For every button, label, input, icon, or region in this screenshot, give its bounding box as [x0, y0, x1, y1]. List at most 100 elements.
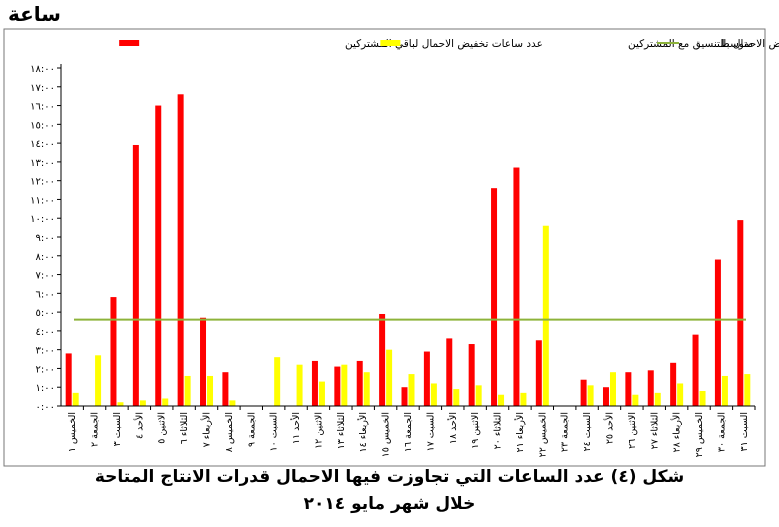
- x-tick-label: الثلاثاء ٢٧: [649, 412, 660, 449]
- bar-red-1: [65, 353, 72, 406]
- y-tick-label: ٦:٠٠: [36, 289, 55, 300]
- x-tick-label: الجمعة ٢: [90, 412, 101, 447]
- y-unit-label: ساعة: [8, 2, 61, 26]
- x-tick-label: الخميس ٢٩: [694, 412, 705, 457]
- bar-yellow-27: [654, 392, 661, 406]
- x-tick-label: الجمعة ٢٣: [560, 412, 571, 452]
- bar-red-27: [647, 370, 654, 406]
- bar-yellow-29: [699, 390, 706, 406]
- bar-red-30: [714, 259, 721, 406]
- x-tick-label: الجمعة ٣٠: [716, 412, 727, 452]
- x-tick-label: الاثنين ٢٦: [627, 412, 638, 449]
- bar-yellow-28: [677, 383, 684, 406]
- bar-yellow-8: [229, 400, 236, 406]
- y-tick-label: ٨:٠٠: [36, 252, 55, 263]
- bar-red-18: [446, 338, 453, 406]
- y-tick-label: ٢:٠٠: [36, 364, 55, 375]
- x-tick-label: الأربعاء ١٤: [357, 412, 369, 452]
- bar-red-3: [110, 297, 117, 406]
- bar-yellow-4: [139, 400, 146, 406]
- y-tick-label: ١٧:٠٠: [30, 83, 55, 94]
- bar-yellow-1: [72, 392, 79, 406]
- bar-yellow-31: [744, 374, 751, 406]
- bar-red-12: [311, 360, 318, 406]
- y-tick-label: ٧:٠٠: [36, 271, 55, 282]
- legend-swatch-1: [119, 40, 140, 46]
- x-tick-label: الأحد ١٨: [447, 412, 459, 444]
- x-tick-label: الخميس ٢٢: [537, 412, 548, 457]
- x-tick-label: الخميس ٨: [224, 412, 235, 452]
- x-tick-label: الأحد ٤: [133, 412, 145, 439]
- x-tick-label: الجمعة ٩: [246, 412, 257, 447]
- bar-yellow-26: [632, 394, 639, 406]
- y-tick-label: ١٦:٠٠: [30, 102, 55, 113]
- x-tick-label: الثلاثاء ٢٠: [493, 412, 504, 449]
- bar-yellow-3: [117, 402, 124, 406]
- bar-red-19: [468, 344, 475, 406]
- bar-yellow-24: [587, 385, 594, 406]
- y-tick-label: ٠:٠٠: [36, 402, 55, 413]
- x-tick-label: الأربعاء ٧: [201, 412, 213, 447]
- bar-red-21: [513, 167, 520, 406]
- y-tick-label: ٩:٠٠: [36, 233, 55, 244]
- x-tick-label: الأحد ١١: [290, 412, 302, 444]
- bar-yellow-10: [274, 357, 281, 406]
- bar-red-6: [177, 94, 184, 407]
- bar-red-22: [535, 340, 542, 406]
- bar-yellow-13: [341, 364, 348, 406]
- y-tick-label: ١١:٠٠: [30, 195, 55, 206]
- bar-yellow-5: [162, 398, 169, 406]
- bar-red-14: [356, 360, 363, 406]
- bar-yellow-11: [296, 364, 303, 406]
- bar-red-16: [401, 387, 408, 406]
- bar-yellow-22: [542, 225, 549, 406]
- legend-label-2: عدد ساعات خفض الاحمال بالتنسيق مع المشتر…: [628, 38, 779, 50]
- x-tick-label: السبت ١٧: [425, 412, 436, 451]
- y-tick-label: ١:٠٠: [36, 383, 55, 394]
- x-tick-label: السبت ٣: [112, 412, 123, 446]
- bar-yellow-2: [95, 355, 102, 406]
- figure-caption-line-1: شكل (٤) عدد الساعات التي تجاوزت فيها الا…: [94, 467, 685, 487]
- bar-red-13: [334, 366, 341, 406]
- x-tick-label: الجمعة ١٦: [403, 412, 414, 452]
- bar-yellow-18: [453, 389, 460, 406]
- figure-caption-line-2: خلال شهر مايو ٢٠١٤: [303, 494, 476, 514]
- y-tick-label: ٥:٠٠: [36, 308, 55, 319]
- y-tick-label: ١٠:٠٠: [30, 214, 55, 225]
- bar-red-31: [737, 220, 744, 406]
- y-tick-label: ١٨:٠٠: [30, 64, 55, 75]
- y-tick-label: ١٢:٠٠: [30, 177, 55, 188]
- bar-red-25: [602, 387, 609, 406]
- bar-red-17: [423, 351, 430, 406]
- y-tick-label: ١٣:٠٠: [30, 158, 55, 169]
- bar-yellow-21: [520, 392, 527, 406]
- x-tick-label: الثلاثاء ٦: [179, 412, 190, 444]
- x-tick-label: الأربعاء ٢١: [514, 412, 526, 452]
- bar-yellow-6: [184, 375, 191, 406]
- x-tick-label: الثلاثاء ١٣: [336, 412, 347, 449]
- bar-yellow-20: [498, 394, 505, 406]
- bar-red-20: [491, 188, 498, 406]
- bar-yellow-12: [318, 381, 325, 406]
- x-tick-label: الخميس ١: [67, 412, 78, 452]
- x-tick-label: الاثنين ٥: [157, 412, 168, 444]
- x-tick-label: السبت ٢٤: [582, 412, 593, 451]
- bar-yellow-16: [408, 374, 415, 406]
- bar-red-29: [692, 334, 699, 406]
- y-tick-label: ٤:٠٠: [36, 327, 55, 338]
- y-tick-label: ١٤:٠٠: [30, 139, 55, 150]
- legend-label-3: متوسط: [720, 38, 753, 50]
- bar-yellow-17: [430, 383, 437, 406]
- x-tick-label: الأربعاء ٢٨: [671, 412, 683, 452]
- bar-yellow-30: [721, 375, 728, 406]
- bar-red-8: [222, 372, 229, 406]
- bar-yellow-15: [386, 349, 393, 406]
- x-tick-label: الاثنين ١٢: [313, 412, 324, 449]
- x-tick-label: السبت ٣١: [739, 412, 750, 451]
- x-tick-label: الاثنين ١٩: [470, 412, 481, 449]
- bar-red-15: [379, 313, 386, 406]
- bar-yellow-25: [609, 372, 616, 406]
- bar-red-5: [155, 105, 162, 407]
- y-tick-label: ٣:٠٠: [36, 346, 55, 357]
